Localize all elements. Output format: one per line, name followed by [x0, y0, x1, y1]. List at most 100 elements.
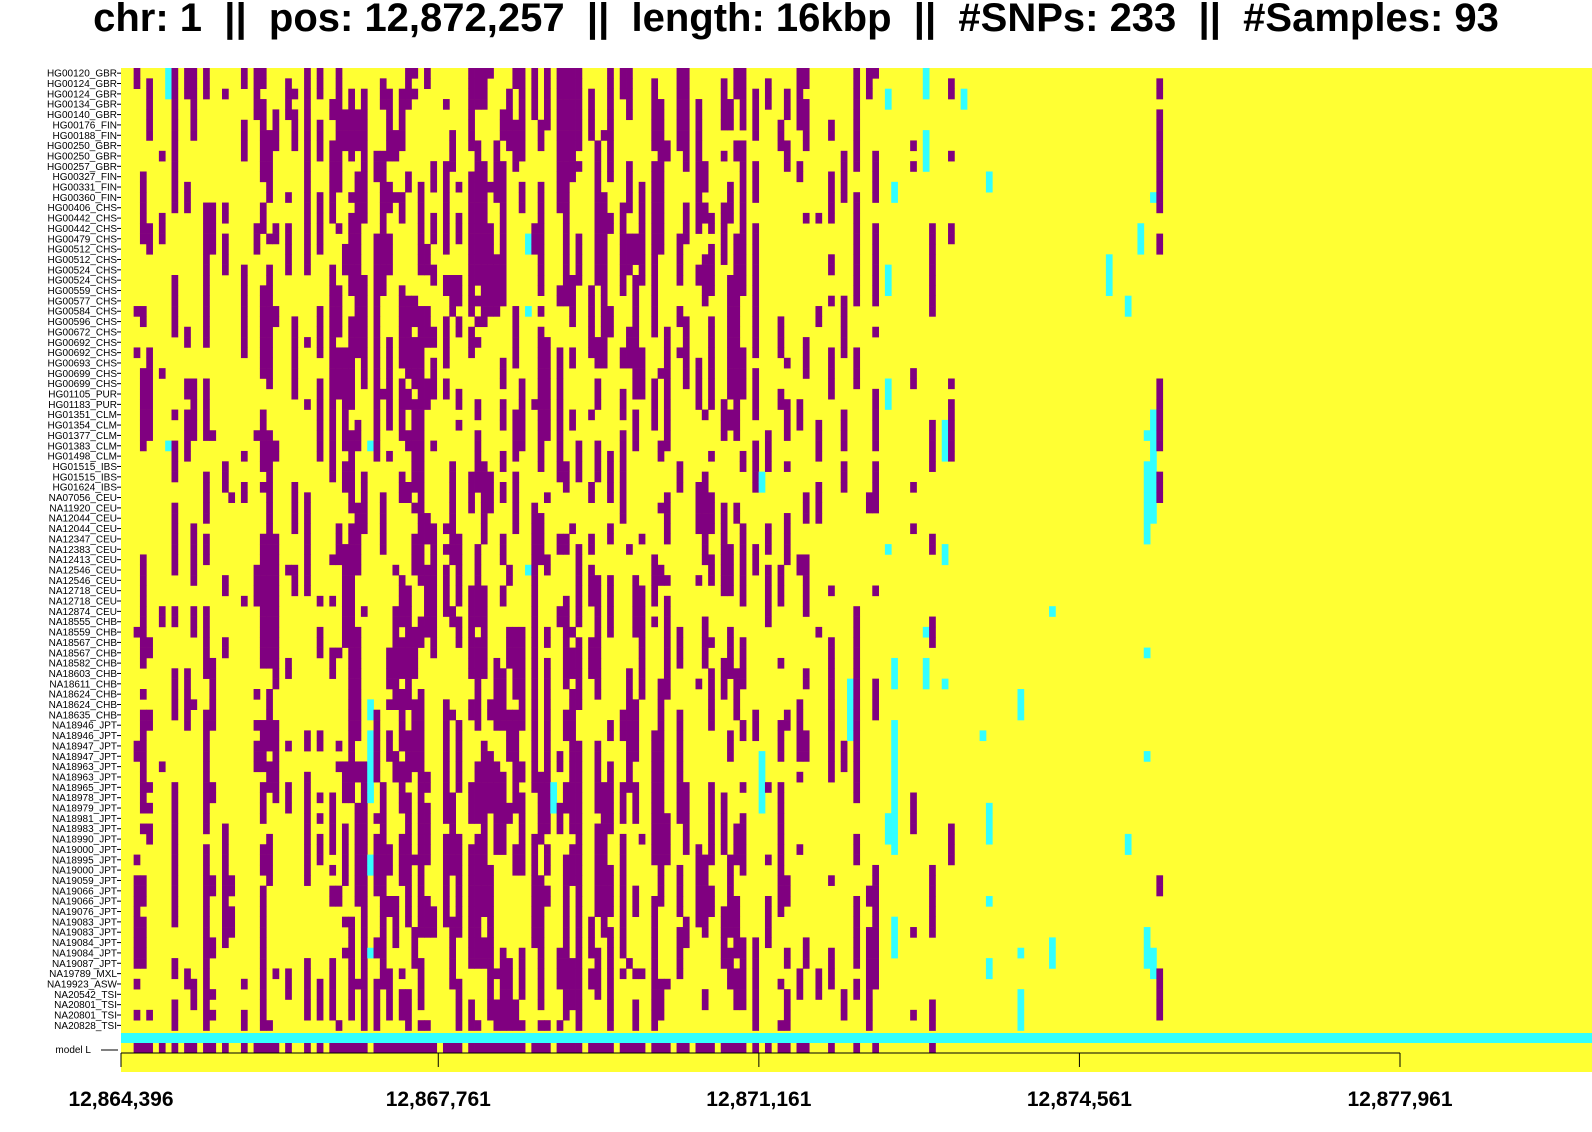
genotype-cell: [411, 306, 419, 317]
genotype-cell: [266, 192, 273, 203]
genotype-cell: [695, 875, 703, 886]
genotype-cell: [386, 264, 393, 276]
genotype-cell: [373, 844, 381, 855]
genotype-cell: [354, 854, 362, 866]
genotype-cell: [285, 564, 292, 576]
genotype-cell: [424, 533, 431, 545]
genotype-cell: [531, 699, 539, 710]
genotype-cell: [203, 792, 210, 804]
genotype-cell: [562, 947, 570, 959]
genotype-cell: [506, 140, 513, 152]
genotype-cell: [203, 513, 210, 524]
genotype-cell: [657, 730, 665, 742]
genotype-cell: [575, 844, 583, 855]
genotype-cell: [739, 854, 747, 866]
genotype-cell: [929, 430, 936, 441]
genotype-cell: [537, 968, 545, 980]
genotype-cell: [752, 399, 760, 410]
genotype-cell: [304, 492, 311, 503]
genotype-cell: [506, 99, 513, 110]
genotype-cell: [373, 709, 381, 721]
genotype-cell: [676, 130, 684, 141]
genotype-cell: [676, 347, 684, 359]
genotype-cell: [417, 264, 425, 276]
genotype-cell: [872, 192, 879, 203]
genotype-cell: [348, 595, 355, 607]
genotype-cell: [651, 844, 659, 855]
genotype-cell: [733, 337, 741, 348]
genotype-cell: [708, 337, 715, 348]
genotype-cell: [1156, 202, 1164, 214]
genotype-cell: [764, 854, 772, 866]
genotype-cell: [828, 709, 835, 721]
genotype-cell: [222, 637, 229, 648]
genotype-cell: [133, 937, 141, 949]
genotype-cell: [272, 606, 280, 617]
genotype-cell: [708, 906, 715, 917]
genotype-cell: [853, 709, 861, 721]
genotype-cell: [764, 616, 772, 628]
genotype-cell: [985, 802, 993, 814]
model-cell: [752, 1043, 760, 1053]
genotype-cell: [499, 554, 507, 566]
genotype-cell: [720, 502, 728, 514]
genotype-cell: [487, 699, 494, 710]
genotype-cell: [815, 626, 823, 638]
genotype-cell: [474, 595, 482, 607]
genotype-cell: [304, 978, 311, 990]
genotype-cell: [1017, 689, 1025, 700]
genotype-cell: [1049, 958, 1056, 969]
genotype-cell: [468, 668, 475, 679]
genotype-cell: [701, 471, 709, 483]
genotype-cell: [783, 399, 791, 410]
genotype-cell: [531, 585, 539, 597]
genotype-cell: [1156, 150, 1164, 162]
genotype-cell: [316, 430, 324, 441]
genotype-cell: [537, 337, 545, 348]
genotype-cell: [506, 564, 513, 576]
genotype-cell: [190, 130, 198, 141]
genotype-cell: [948, 419, 955, 431]
genotype-cell: [764, 430, 772, 441]
genotype-cell: [695, 844, 703, 855]
genotype-cell: [455, 885, 463, 897]
genotype-cell: [1017, 1020, 1025, 1031]
genotype-cell: [304, 264, 311, 276]
genotype-cell: [853, 606, 861, 617]
genotype-cell: [663, 409, 671, 421]
genotype-cell: [1143, 513, 1151, 524]
genotype-cell: [354, 864, 362, 876]
genotype-cell: [240, 68, 248, 79]
genotype-cell: [651, 585, 659, 597]
genotype-cell: [373, 378, 381, 390]
genotype-cell: [720, 88, 728, 100]
genotype-cell: [203, 212, 210, 224]
genotype-cell: [575, 896, 583, 907]
genotype-cell: [499, 802, 507, 814]
genotype-cell: [316, 626, 324, 638]
genotype-cell: [316, 792, 324, 804]
genotype-cell: [929, 1009, 936, 1021]
genotype-cell: [701, 854, 709, 866]
genotype-cell: [512, 802, 520, 814]
genotype-cell: [518, 440, 526, 452]
genotype-cell: [455, 181, 463, 193]
genotype-cell: [948, 378, 955, 390]
genotype-cell: [468, 130, 475, 141]
genotype-cell: [304, 730, 311, 742]
genotype-cell: [259, 130, 267, 141]
genotype-cell: [638, 243, 646, 255]
genotype-cell: [184, 181, 191, 193]
genotype-cell: [1143, 947, 1151, 959]
genotype-cell: [139, 171, 147, 183]
genotype-cell: [853, 626, 861, 638]
genotype-cell: [468, 337, 475, 348]
genotype-cell: [929, 544, 936, 555]
genotype-cell: [588, 668, 595, 679]
genotype-cell: [600, 802, 608, 814]
genotype-cell: [442, 357, 450, 369]
genotype-cell: [474, 161, 482, 172]
genotype-cell: [663, 150, 671, 162]
genotype-cell: [442, 813, 450, 824]
genotype-cell: [588, 637, 595, 648]
